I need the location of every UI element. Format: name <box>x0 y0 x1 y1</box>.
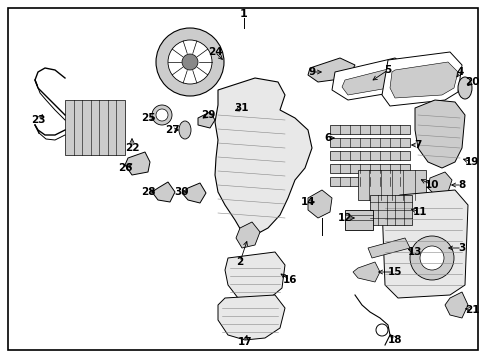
Text: 26: 26 <box>118 163 132 173</box>
Text: 25: 25 <box>141 113 155 123</box>
Text: 29: 29 <box>201 110 215 120</box>
Text: 10: 10 <box>424 180 438 190</box>
Polygon shape <box>215 78 311 235</box>
Text: 11: 11 <box>412 207 427 217</box>
Bar <box>65 100 125 155</box>
Circle shape <box>168 40 212 84</box>
Text: 28: 28 <box>141 187 155 197</box>
Circle shape <box>375 324 387 336</box>
Polygon shape <box>414 100 464 168</box>
Polygon shape <box>331 58 409 100</box>
Text: 16: 16 <box>282 275 297 285</box>
Polygon shape <box>341 68 401 95</box>
Text: 12: 12 <box>337 213 351 223</box>
Text: 30: 30 <box>174 187 189 197</box>
Polygon shape <box>198 112 215 128</box>
Text: 4: 4 <box>455 67 463 77</box>
Text: 20: 20 <box>464 77 478 87</box>
Ellipse shape <box>179 121 191 139</box>
Polygon shape <box>227 105 244 120</box>
Circle shape <box>419 246 443 270</box>
Polygon shape <box>352 262 379 282</box>
Text: 1: 1 <box>240 9 247 19</box>
Polygon shape <box>236 222 260 248</box>
Text: 27: 27 <box>164 125 179 135</box>
Text: 9: 9 <box>308 67 315 77</box>
Text: 15: 15 <box>387 267 402 277</box>
Text: 8: 8 <box>457 180 465 190</box>
Ellipse shape <box>457 77 471 99</box>
Text: 23: 23 <box>31 115 45 125</box>
Text: 13: 13 <box>407 247 421 257</box>
Text: 19: 19 <box>464 157 478 167</box>
Bar <box>329 151 409 160</box>
Circle shape <box>156 28 224 96</box>
Polygon shape <box>381 52 461 106</box>
Circle shape <box>409 236 453 280</box>
Text: 24: 24 <box>207 47 222 57</box>
Polygon shape <box>307 58 354 82</box>
Text: 18: 18 <box>387 335 402 345</box>
Polygon shape <box>389 62 457 98</box>
Bar <box>329 138 409 147</box>
Text: 5: 5 <box>384 65 391 75</box>
Polygon shape <box>218 295 285 340</box>
Bar <box>329 164 409 173</box>
Circle shape <box>182 54 198 70</box>
Polygon shape <box>427 172 451 195</box>
Polygon shape <box>152 182 175 202</box>
Circle shape <box>156 109 168 121</box>
Text: 31: 31 <box>234 103 249 113</box>
Bar <box>329 177 409 186</box>
Text: 6: 6 <box>324 133 331 143</box>
Text: 2: 2 <box>236 257 243 267</box>
Text: 17: 17 <box>237 337 252 347</box>
Bar <box>357 170 425 200</box>
Text: 7: 7 <box>413 140 421 150</box>
Bar <box>345 210 372 230</box>
Polygon shape <box>125 152 150 175</box>
Bar <box>329 125 409 134</box>
Polygon shape <box>367 238 409 258</box>
Bar <box>369 195 411 225</box>
Polygon shape <box>307 190 331 218</box>
Polygon shape <box>444 292 467 318</box>
Polygon shape <box>224 252 285 302</box>
Polygon shape <box>381 190 467 298</box>
Circle shape <box>152 105 172 125</box>
Text: 21: 21 <box>464 305 478 315</box>
Text: 22: 22 <box>124 143 139 153</box>
Text: 14: 14 <box>300 197 315 207</box>
Polygon shape <box>182 183 205 203</box>
Text: 3: 3 <box>457 243 465 253</box>
